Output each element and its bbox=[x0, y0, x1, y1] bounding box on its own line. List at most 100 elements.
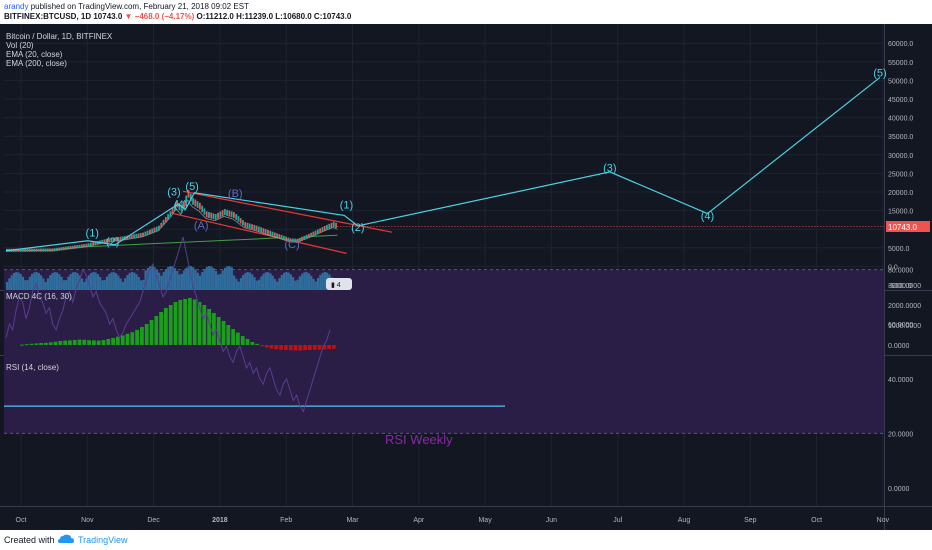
candle bbox=[42, 248, 45, 252]
elliott-wave-label: (2) bbox=[351, 222, 364, 234]
price-tick-label: 50000.0 bbox=[888, 78, 913, 85]
volume-bar bbox=[164, 269, 168, 290]
volume-bar bbox=[74, 272, 77, 290]
candle bbox=[76, 245, 79, 249]
candle bbox=[149, 229, 151, 235]
elliott-wave-label: (2) bbox=[106, 236, 119, 248]
time-axis[interactable]: Oct Nov Dec 2018 Feb Mar Apr May Jun Jul Aug Sep Oct… bbox=[16, 517, 890, 524]
candle bbox=[321, 227, 324, 232]
volume-bar bbox=[6, 282, 9, 290]
volume-bar bbox=[35, 272, 38, 290]
volume-bar bbox=[126, 275, 129, 290]
volume-bar bbox=[187, 266, 190, 290]
chart-area[interactable]: (1) (2) (3) (4) (5) (1) (2) (3) (4) (5) (A) (B) (C) … bbox=[0, 24, 932, 530]
volume-bar bbox=[60, 276, 63, 290]
candle bbox=[96, 241, 99, 245]
volume-bar bbox=[194, 269, 197, 290]
macd-tick-label: 1000.0000 bbox=[888, 323, 921, 330]
price-axis[interactable]: 60000.0 55000.0 50000.0 45000.0 40000.0 35000… bbox=[888, 41, 921, 493]
volume-bar bbox=[219, 273, 222, 290]
elliott-wave-label: (1) bbox=[86, 228, 99, 240]
candle bbox=[171, 207, 174, 215]
candle bbox=[162, 219, 165, 226]
candle bbox=[185, 195, 188, 203]
macd-bar bbox=[192, 299, 197, 345]
macd-bar bbox=[183, 299, 187, 345]
macd-bar bbox=[116, 336, 120, 345]
wave-projection bbox=[5, 76, 881, 252]
candle bbox=[17, 248, 20, 252]
volume-bar bbox=[271, 275, 274, 290]
volume-bar bbox=[114, 273, 118, 290]
symbol-line: BITFINEX:BTCUSD, 1D 10743.0 ▼ −468.0 (−4… bbox=[4, 12, 351, 22]
candle bbox=[108, 238, 110, 243]
volume-bar bbox=[135, 274, 138, 290]
time-tick-label: Jul bbox=[613, 517, 622, 524]
volume-bar bbox=[119, 278, 122, 290]
candle bbox=[198, 202, 201, 210]
volume-bar bbox=[158, 272, 161, 290]
price-tick-label: 20000.0 bbox=[888, 190, 913, 197]
candle bbox=[305, 234, 308, 240]
event-flag-icon[interactable]: ▮ 4 bbox=[326, 278, 352, 290]
volume-bar bbox=[78, 275, 81, 290]
elliott-wave-label: (1) bbox=[340, 200, 353, 212]
candle bbox=[323, 226, 326, 231]
volume-bar bbox=[303, 272, 306, 290]
candle bbox=[87, 243, 90, 247]
elliott-wave-label: (4) bbox=[174, 199, 187, 211]
legend-rsi: RSI (14, close) bbox=[6, 363, 59, 372]
candle bbox=[155, 226, 158, 232]
candle bbox=[287, 237, 290, 242]
candle bbox=[183, 201, 185, 208]
volume-bar bbox=[94, 272, 97, 290]
candle bbox=[223, 208, 226, 216]
rsi-tick-label: 40.0000 bbox=[888, 377, 913, 384]
volume-bar bbox=[305, 272, 308, 290]
volume-bar bbox=[262, 273, 265, 290]
candle bbox=[19, 248, 22, 252]
volume-bar bbox=[10, 275, 13, 290]
macd-bar bbox=[77, 339, 82, 345]
candle bbox=[126, 235, 129, 240]
candle bbox=[233, 212, 235, 219]
candle bbox=[273, 232, 276, 237]
candle bbox=[35, 248, 38, 252]
candle bbox=[173, 204, 176, 211]
volume-bar bbox=[298, 276, 302, 290]
price-change: −468.0 (−4.17%) bbox=[134, 12, 195, 21]
rsi-tick-label: 60.0000 bbox=[888, 322, 913, 329]
macd-bar bbox=[130, 332, 135, 345]
volume-bar bbox=[53, 272, 56, 290]
volume-bar bbox=[130, 272, 134, 290]
volume-bar bbox=[287, 272, 290, 290]
volume-bar bbox=[149, 266, 152, 290]
volume-bar bbox=[17, 272, 20, 290]
candle bbox=[310, 232, 312, 238]
candle bbox=[114, 237, 117, 242]
volume-bar bbox=[96, 274, 99, 290]
time-tick-label: Jun bbox=[546, 517, 557, 524]
candle bbox=[24, 248, 26, 252]
macd-bar bbox=[82, 339, 87, 345]
chart-svg[interactable]: (1)(2)(3)(4)(5)(1)(2)(3)(4)(5)(A)(B)(C) … bbox=[0, 24, 932, 530]
candle bbox=[219, 211, 222, 218]
candle bbox=[294, 238, 297, 243]
volume-bar bbox=[251, 274, 254, 290]
volume-bar bbox=[42, 278, 45, 290]
author-link[interactable]: arandy bbox=[4, 2, 29, 11]
volume-bar bbox=[173, 268, 177, 290]
tradingview-brand[interactable]: TradingView bbox=[78, 535, 128, 545]
volume-bar bbox=[46, 278, 50, 290]
volume-bar bbox=[264, 272, 267, 290]
volume-bar bbox=[208, 266, 211, 290]
macd-bar bbox=[303, 345, 307, 351]
candle bbox=[205, 211, 208, 218]
volume-bar bbox=[183, 270, 186, 290]
candle bbox=[178, 203, 181, 211]
price-label-bg bbox=[886, 221, 930, 232]
candle bbox=[221, 210, 224, 217]
volume-bar bbox=[65, 280, 68, 290]
time-tick-label: Feb bbox=[280, 517, 292, 524]
channel-line bbox=[171, 212, 347, 254]
